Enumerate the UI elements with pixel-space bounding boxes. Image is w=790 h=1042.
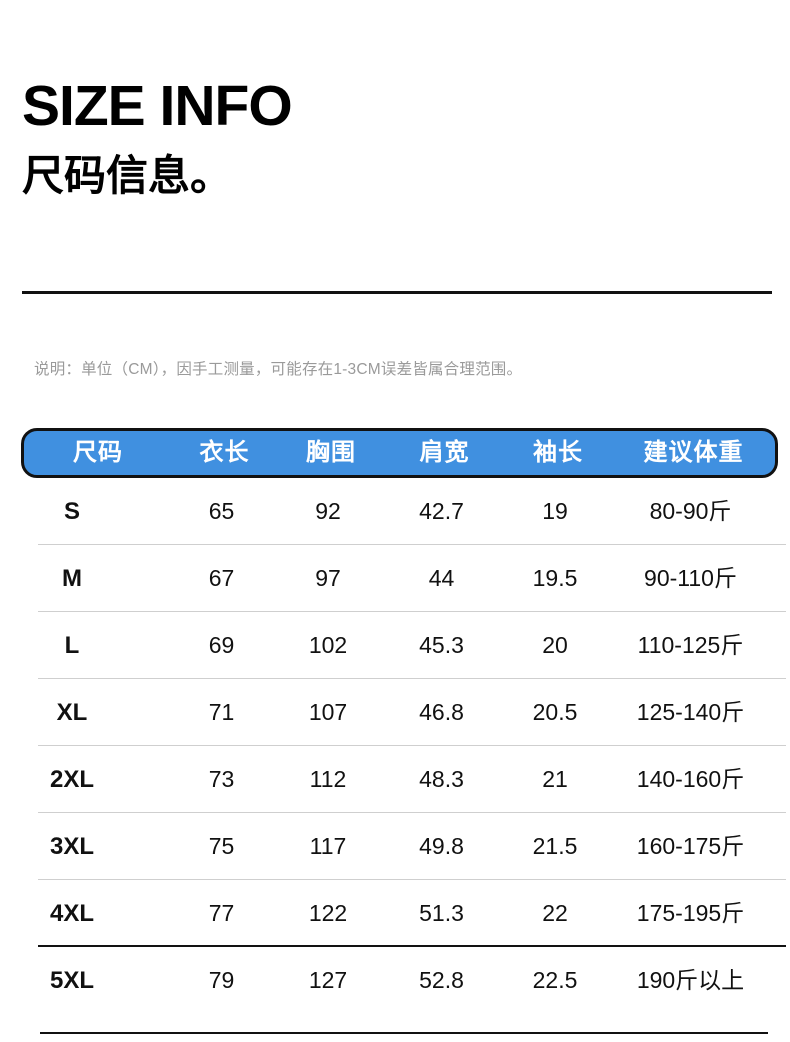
cell-weight: 125-140斤 bbox=[636, 699, 745, 725]
cell-size: XL bbox=[56, 698, 88, 726]
column-header-sleeve: 袖长 bbox=[533, 439, 583, 466]
row-separator bbox=[38, 945, 786, 947]
cell-length: 77 bbox=[208, 900, 235, 926]
measurement-note: 说明：单位（CM），因手工测量，可能存在1-3CM误差皆属合理范围。 bbox=[34, 361, 523, 378]
cell-bust: 92 bbox=[315, 498, 341, 524]
cell-length: 65 bbox=[208, 498, 235, 524]
column-header-shoulder: 肩宽 bbox=[419, 439, 470, 466]
cell-shoulder: 42.7 bbox=[419, 498, 464, 524]
cell-bust: 122 bbox=[308, 900, 348, 926]
table-bottom-border bbox=[40, 1032, 768, 1034]
cell-weight: 110-125斤 bbox=[637, 632, 744, 658]
cell-length: 71 bbox=[208, 699, 235, 725]
cell-weight: 190斤以上 bbox=[636, 967, 745, 993]
table-row: L 69 102 45.3 20 110-125斤 bbox=[21, 612, 786, 679]
cell-bust: 112 bbox=[309, 766, 347, 792]
row-separator bbox=[38, 544, 786, 545]
table-row: 4XL 77 122 51.3 22 175-195斤 bbox=[21, 880, 786, 947]
page-title-english: SIZE INFO bbox=[22, 74, 293, 138]
row-separator bbox=[38, 678, 786, 679]
table-row: M 67 97 44 19.5 90-110斤 bbox=[21, 545, 786, 612]
page-title-chinese: 尺码信息。 bbox=[22, 152, 233, 199]
cell-size: L bbox=[64, 631, 80, 659]
size-table: 尺码 衣长 胸围 肩宽 袖长 建议体重 S 65 92 42.7 19 80-9… bbox=[0, 428, 790, 1014]
cell-bust: 127 bbox=[308, 967, 348, 993]
cell-sleeve: 21.5 bbox=[532, 833, 578, 859]
cell-length: 79 bbox=[208, 967, 235, 993]
title-divider bbox=[22, 291, 772, 294]
cell-size: M bbox=[62, 564, 82, 592]
row-separator bbox=[38, 611, 786, 612]
cell-size: 5XL bbox=[49, 966, 94, 994]
table-row: 5XL 79 127 52.8 22.5 190斤以上 bbox=[21, 947, 778, 1014]
cell-size: 2XL bbox=[49, 765, 94, 793]
page-title-block: SIZE INFO 尺码信息。 bbox=[22, 78, 762, 197]
cell-sleeve: 21 bbox=[542, 766, 568, 792]
column-header-bust: 胸围 bbox=[306, 439, 356, 466]
row-separator bbox=[38, 745, 786, 746]
cell-length: 73 bbox=[208, 766, 235, 792]
cell-sleeve: 19 bbox=[542, 498, 568, 524]
cell-bust: 102 bbox=[308, 632, 348, 658]
cell-bust: 107 bbox=[308, 699, 348, 725]
cell-sleeve: 20 bbox=[542, 632, 568, 658]
cell-weight: 90-110斤 bbox=[644, 565, 737, 591]
column-header-length: 衣长 bbox=[199, 439, 250, 466]
cell-sleeve: 20.5 bbox=[532, 699, 578, 725]
cell-sleeve: 22 bbox=[542, 900, 568, 926]
cell-weight: 175-195斤 bbox=[636, 900, 745, 926]
cell-length: 75 bbox=[208, 833, 235, 859]
cell-shoulder: 44 bbox=[428, 565, 455, 591]
size-table-header-row: 尺码 衣长 胸围 肩宽 袖长 建议体重 bbox=[21, 428, 778, 478]
cell-bust: 97 bbox=[315, 565, 341, 591]
row-separator bbox=[38, 879, 786, 880]
cell-shoulder: 52.8 bbox=[419, 967, 464, 993]
cell-weight: 140-160斤 bbox=[636, 766, 745, 792]
row-separator bbox=[38, 812, 786, 813]
size-table-body: S 65 92 42.7 19 80-90斤 M 67 97 44 19.5 9… bbox=[0, 478, 790, 1014]
cell-weight: 160-175斤 bbox=[636, 833, 745, 859]
table-row: 3XL 75 117 49.8 21.5 160-175斤 bbox=[21, 813, 786, 880]
cell-shoulder: 49.8 bbox=[419, 833, 464, 859]
table-row: S 65 92 42.7 19 80-90斤 bbox=[21, 478, 786, 545]
cell-size: 4XL bbox=[49, 899, 94, 927]
cell-shoulder: 46.8 bbox=[419, 699, 464, 725]
cell-bust: 117 bbox=[309, 833, 347, 859]
cell-sleeve: 22.5 bbox=[532, 967, 578, 993]
cell-sleeve: 19.5 bbox=[532, 565, 578, 591]
cell-weight: 80-90斤 bbox=[649, 498, 732, 524]
cell-size: S bbox=[63, 497, 80, 525]
cell-shoulder: 45.3 bbox=[419, 632, 464, 658]
column-header-size: 尺码 bbox=[73, 439, 123, 466]
cell-length: 67 bbox=[208, 565, 235, 591]
cell-shoulder: 51.3 bbox=[419, 900, 464, 926]
cell-shoulder: 48.3 bbox=[419, 766, 464, 792]
table-row: 2XL 73 112 48.3 21 140-160斤 bbox=[21, 746, 786, 813]
table-row: XL 71 107 46.8 20.5 125-140斤 bbox=[21, 679, 786, 746]
cell-length: 69 bbox=[208, 632, 235, 658]
column-header-weight: 建议体重 bbox=[643, 439, 744, 466]
cell-size: 3XL bbox=[49, 832, 94, 860]
